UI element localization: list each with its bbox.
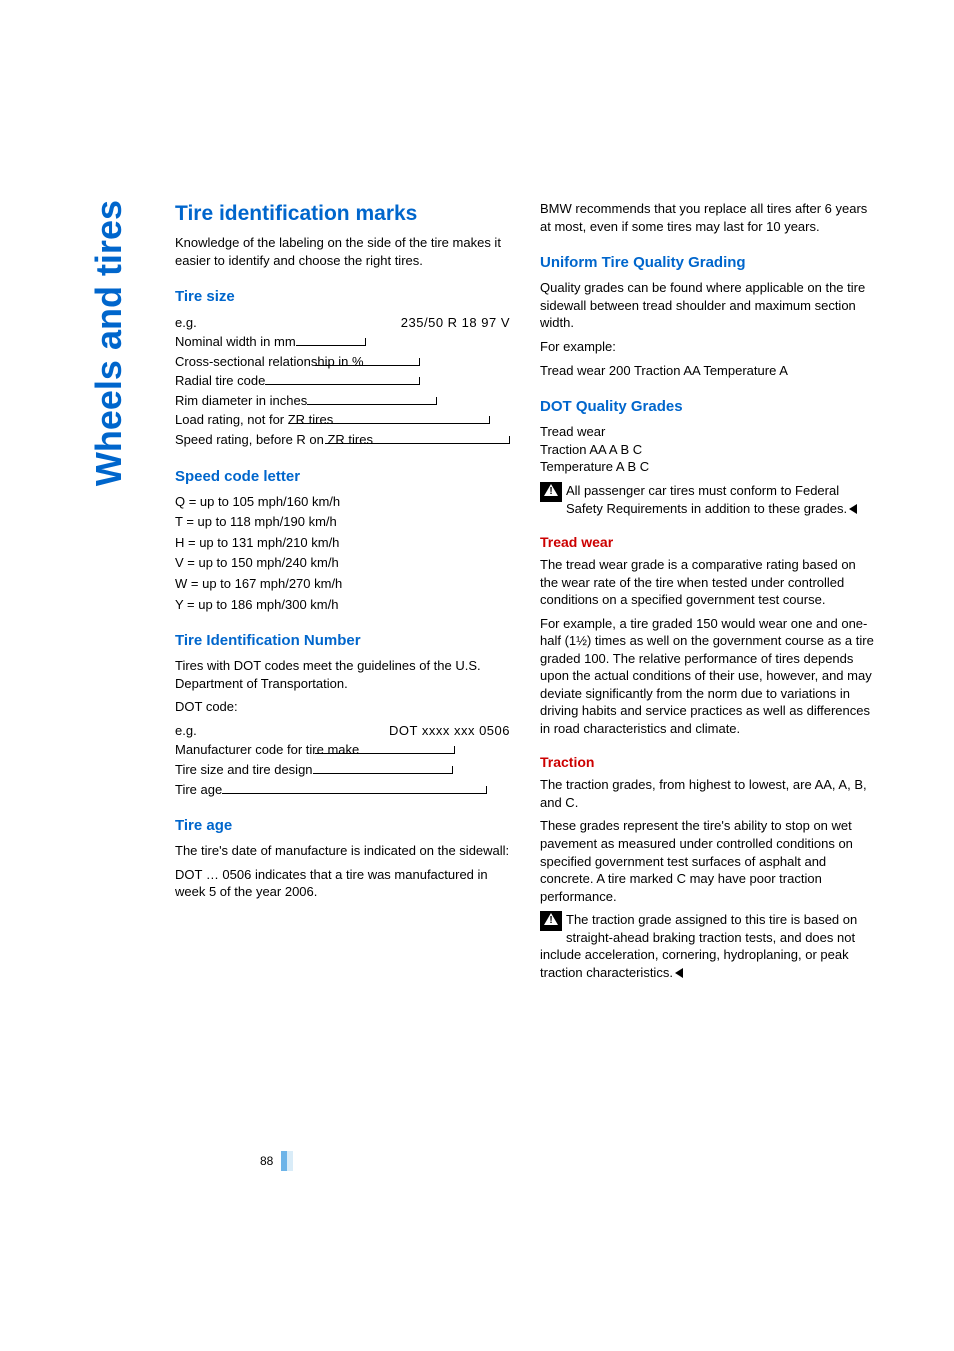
warning-icon — [540, 911, 562, 931]
dot-l3: Temperature A B C — [540, 458, 875, 476]
tin-p2: DOT code: — [175, 698, 510, 716]
tire-age-heading: Tire age — [175, 816, 510, 836]
page-footer: 88 — [260, 1151, 293, 1171]
side-tab: Wheels and tires — [88, 200, 130, 486]
diagram-row: Load rating, not for ZR tires — [175, 411, 295, 429]
dot-l2: Traction AA A B C — [540, 441, 875, 459]
end-marker-icon — [849, 504, 857, 514]
tread-heading: Tread wear — [540, 533, 875, 552]
dot-diagram: e.g. DOT xxxx xxx 0506 Manufacturer code… — [175, 722, 510, 798]
intro-para: Knowledge of the labeling on the side of… — [175, 234, 510, 269]
diagram-row: Tire size and tire design — [175, 761, 313, 779]
dot-heading: DOT Quality Grades — [540, 397, 875, 417]
warning-icon — [540, 482, 562, 502]
right-column: BMW recommends that you replace all tire… — [540, 200, 875, 987]
page-content: Tire identification marks Knowledge of t… — [175, 200, 875, 987]
dot-code: DOT xxxx xxx 0506 — [389, 722, 510, 740]
tire-age-p2: DOT … 0506 indicates that a tire was man… — [175, 866, 510, 901]
traction-heading: Traction — [540, 753, 875, 772]
tin-heading: Tire Identification Number — [175, 631, 510, 651]
diagram-row: Speed rating, before R on ZR tires — [175, 431, 325, 449]
tread-p2: For example, a tire graded 150 would wea… — [540, 615, 875, 738]
tire-age-p1: The tire's date of manufacture is indica… — [175, 842, 510, 860]
left-column: Tire identification marks Knowledge of t… — [175, 200, 510, 987]
traction-warning: The traction grade assigned to this tire… — [540, 911, 875, 981]
eg-label: e.g. — [175, 722, 197, 740]
tin-p1: Tires with DOT codes meet the guidelines… — [175, 657, 510, 692]
utqg-p1: Quality grades can be found where applic… — [540, 279, 875, 332]
page-title: Tire identification marks — [175, 200, 510, 228]
traction-warn-text: The traction grade assigned to this tire… — [540, 912, 857, 980]
tread-p1: The tread wear grade is a comparative ra… — [540, 556, 875, 609]
diagram-row: Rim diameter in inches — [175, 392, 307, 410]
diagram-row: Tire age — [175, 781, 222, 799]
diagram-row: Cross-sectional relationship in % — [175, 353, 315, 371]
utqg-p2: For example: — [540, 338, 875, 356]
speed-item: T = up to 118 mph/190 km/h — [175, 513, 510, 531]
speed-item: V = up to 150 mph/240 km/h — [175, 554, 510, 572]
right-intro: BMW recommends that you replace all tire… — [540, 200, 875, 235]
dot-warn-text: All passenger car tires must conform to … — [566, 483, 847, 516]
utqg-heading: Uniform Tire Quality Grading — [540, 253, 875, 273]
utqg-p3: Tread wear 200 Traction AA Temperature A — [540, 362, 875, 380]
dot-l1: Tread wear — [540, 423, 875, 441]
eg-label: e.g. — [175, 314, 197, 332]
footer-bar-icon — [287, 1151, 293, 1171]
tire-code: 235/50 R 18 97 V — [401, 314, 510, 332]
diagram-row: Nominal width in mm — [175, 333, 296, 351]
speed-item: Q = up to 105 mph/160 km/h — [175, 493, 510, 511]
traction-p1: The traction grades, from highest to low… — [540, 776, 875, 811]
tire-size-diagram: e.g. 235/50 R 18 97 V Nominal width in m… — [175, 314, 510, 449]
speed-item: W = up to 167 mph/270 km/h — [175, 575, 510, 593]
tire-size-heading: Tire size — [175, 287, 510, 307]
speed-item: H = up to 131 mph/210 km/h — [175, 534, 510, 552]
dot-warning: All passenger car tires must conform to … — [540, 482, 875, 517]
diagram-row: Radial tire code — [175, 372, 265, 390]
page-number: 88 — [260, 1154, 273, 1168]
speed-heading: Speed code letter — [175, 467, 510, 487]
speed-list: Q = up to 105 mph/160 km/h T = up to 118… — [175, 493, 510, 613]
diagram-row: Manufacturer code for tire make — [175, 741, 315, 759]
speed-item: Y = up to 186 mph/300 km/h — [175, 596, 510, 614]
end-marker-icon — [675, 968, 683, 978]
traction-p2: These grades represent the tire's abilit… — [540, 817, 875, 905]
